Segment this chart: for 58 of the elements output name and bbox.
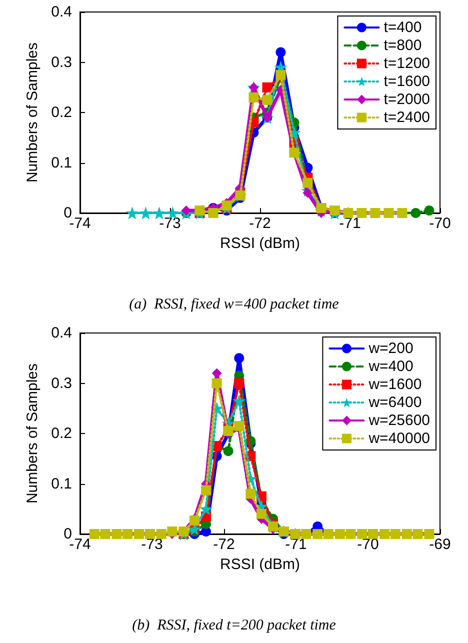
legend-label: t=1200: [384, 55, 430, 72]
y-axis-title: Numbers of Samples: [24, 42, 41, 183]
point: [246, 488, 256, 499]
point: [234, 420, 244, 431]
legend-label: w=25600: [368, 412, 430, 429]
point: [262, 82, 272, 92]
y-tick-label: 0.1: [51, 154, 72, 172]
text: (a) RSSI, fixed w=400 packet time: [129, 296, 340, 312]
legend-label: t=400: [384, 19, 422, 36]
point: [248, 92, 259, 102]
x-tick-label: -70: [429, 215, 451, 232]
y-tick-label: 0.3: [51, 54, 72, 71]
x-axis-title: RSSI (dBm): [220, 556, 300, 573]
x-axis-title: RSSI (dBm): [220, 234, 300, 252]
x-tick-label: -69: [429, 536, 451, 553]
legend-label: w=400: [368, 358, 414, 375]
point: [276, 70, 286, 80]
y-axis-title: Numbers of Samples: [24, 363, 41, 504]
point: [276, 47, 286, 58]
point: [223, 426, 234, 436]
legend-label: t=800: [384, 37, 422, 54]
point: [200, 502, 212, 516]
point: [152, 206, 166, 220]
point: [222, 200, 232, 210]
point: [139, 206, 152, 220]
point: [181, 205, 192, 216]
point: [424, 205, 434, 216]
point: [212, 378, 222, 388]
text: (b) RSSI, fixed t=200 packet time: [132, 618, 336, 634]
legend-label: w=1600: [368, 376, 422, 393]
y-tick-label: 0: [64, 526, 72, 542]
legend-label: w=40000: [368, 430, 430, 447]
point: [223, 446, 234, 456]
point: [234, 378, 244, 388]
point: [201, 485, 211, 496]
y-tick-label: 0: [64, 204, 72, 222]
y-tick-label: 0.4: [51, 4, 72, 20]
point: [208, 208, 218, 218]
x-tick-label: -72: [249, 215, 271, 232]
y-tick-label: 0.3: [51, 374, 72, 392]
legend-label: w=6400: [368, 394, 422, 411]
point: [256, 508, 266, 519]
point: [126, 206, 139, 220]
point: [302, 188, 313, 198]
legend-label: w=200: [368, 340, 414, 357]
x-tick-label: -73: [159, 215, 181, 232]
y-tick-label: 0.2: [51, 104, 72, 121]
y-tick-label: 0.1: [51, 475, 72, 492]
legend-label: t=1600: [384, 73, 430, 90]
point: [410, 208, 421, 218]
legend-label: t=2400: [384, 109, 430, 126]
y-tick-label: 0.2: [51, 425, 72, 442]
point: [232, 394, 246, 408]
x-tick-label: -72: [213, 536, 235, 553]
y-tick-label: 0.4: [51, 324, 72, 342]
legend-label: t=2000: [384, 91, 430, 108]
point: [262, 94, 272, 105]
point: [234, 353, 244, 364]
